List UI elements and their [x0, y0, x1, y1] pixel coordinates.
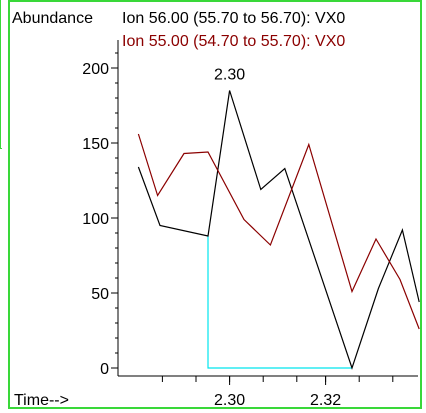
x-ticks: 2.30 2.32 — [161, 376, 394, 409]
chart-frame — [8, 0, 422, 409]
integration-line — [207, 236, 352, 369]
legend: Ion 56.00 (55.70 to 56.70): VX0 Ion 55.00… — [122, 10, 345, 50]
y-tick-label: 150 — [82, 136, 109, 153]
series-line-1 — [137, 90, 420, 370]
y-tick-label: 0 — [100, 361, 109, 378]
y-tick-label: 200 — [82, 61, 109, 78]
x-tick-label: 2.30 — [214, 392, 245, 409]
y-axis-label: Abundance — [12, 10, 93, 27]
y-tick-label: 50 — [91, 286, 109, 303]
y-ticks: 0 50 100 150 200 — [82, 52, 118, 378]
annotations: 2.30 — [214, 67, 245, 84]
integration-baseline — [207, 236, 352, 369]
series-layer — [137, 90, 420, 370]
x-axis-label: Time--> — [14, 392, 69, 409]
legend-entry-2: Ion 55.00 (54.70 to 55.70): VX0 — [122, 33, 345, 50]
legend-entry-1: Ion 56.00 (55.70 to 56.70): VX0 — [122, 10, 345, 27]
axes-layer — [117, 40, 418, 377]
peak-label: 2.30 — [214, 67, 245, 84]
series-line-2 — [137, 133, 420, 330]
x-tick-label: 2.32 — [310, 392, 341, 409]
left-panel-edge — [0, 0, 2, 149]
y-tick-label: 100 — [82, 211, 109, 228]
